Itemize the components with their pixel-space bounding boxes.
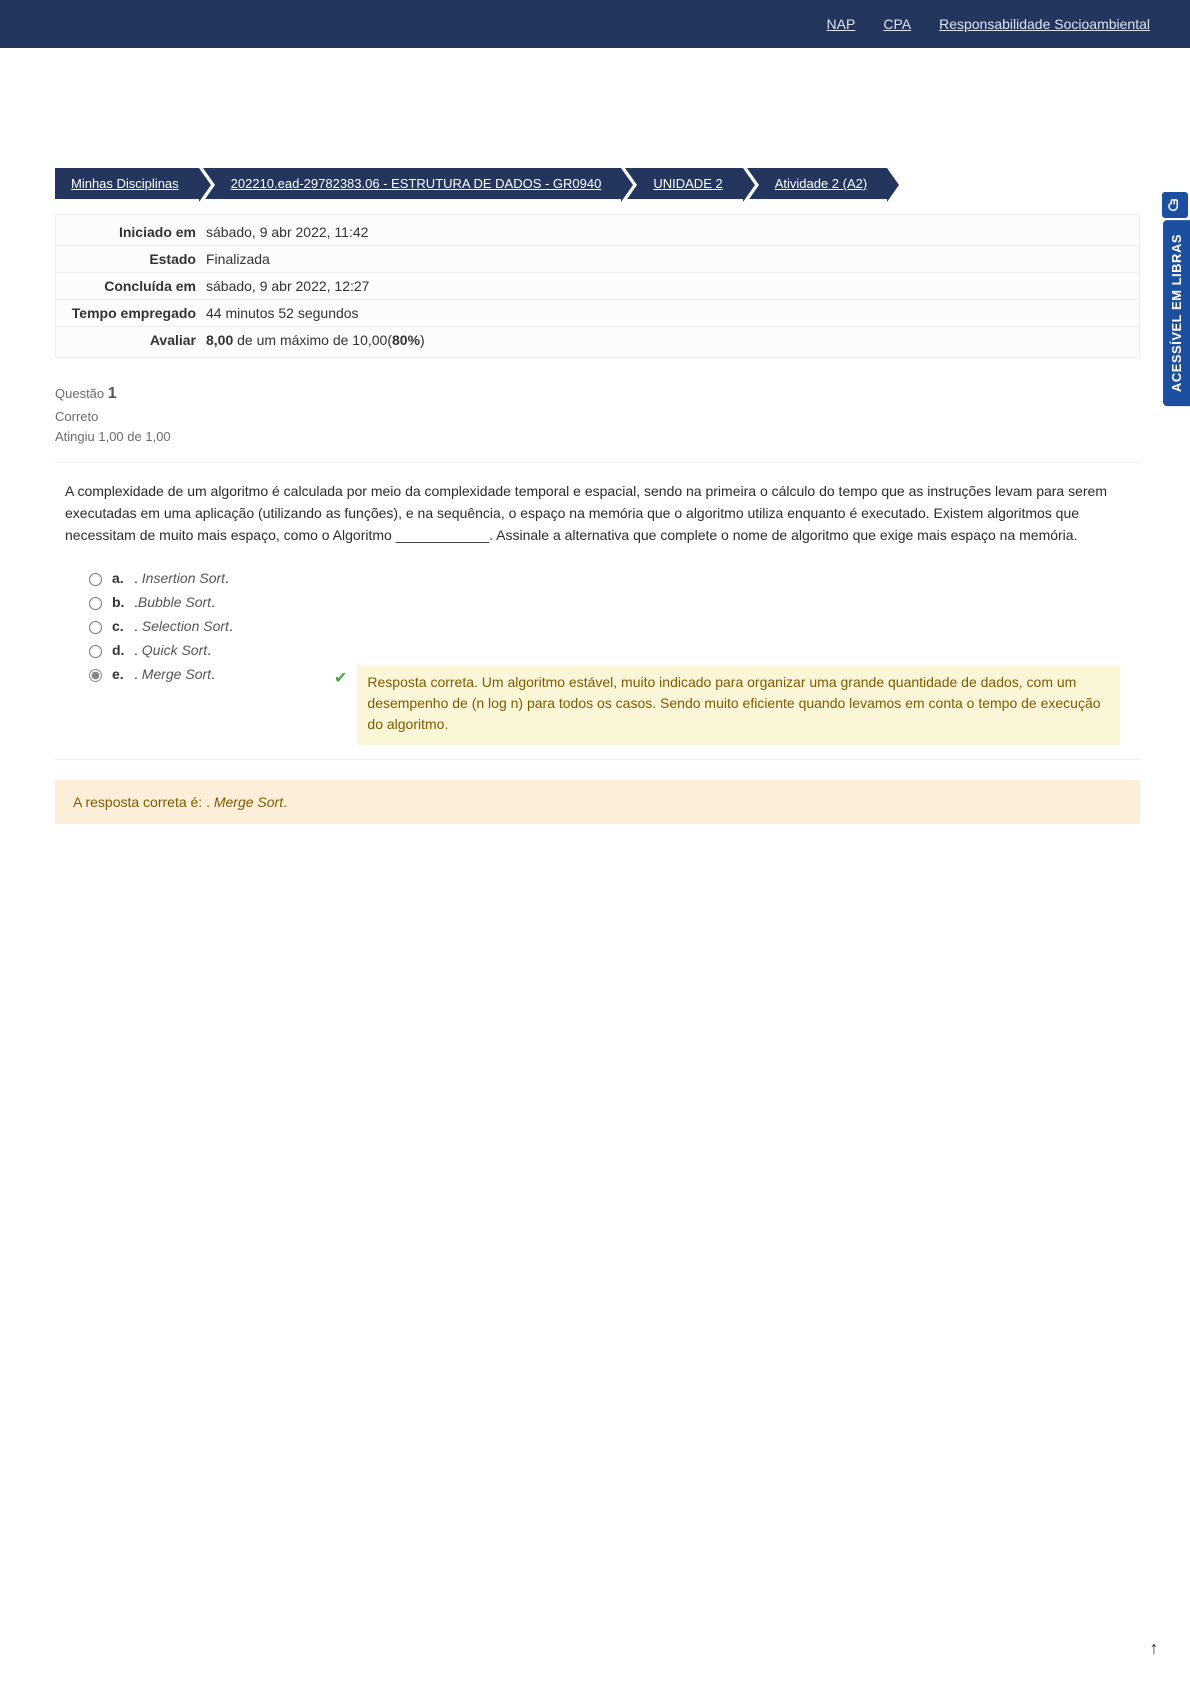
- summary-value: sábado, 9 abr 2022, 11:42: [206, 224, 1129, 240]
- check-icon: ✔: [334, 668, 347, 688]
- answer-feedback: ✔ Resposta correta. Um algoritmo estável…: [334, 666, 1130, 745]
- question-status: Correto: [55, 407, 1140, 428]
- top-nav: NAP CPA Responsabilidade Socioambiental: [0, 0, 1190, 48]
- answer-option-e[interactable]: e. . Merge Sort. ✔ Resposta correta. Um …: [89, 662, 1130, 749]
- breadcrumb-unidade[interactable]: UNIDADE 2: [625, 168, 742, 199]
- header-spacer: [0, 48, 1190, 168]
- answer-option-b[interactable]: b. .Bubble Sort.: [89, 590, 1130, 614]
- summary-grade-value: 8,00 de um máximo de 10,00(80%): [206, 332, 1129, 348]
- grade-end: ): [420, 332, 425, 348]
- answer-radio[interactable]: [89, 597, 102, 610]
- answer-radio[interactable]: [89, 573, 102, 586]
- grade-mid: de um máximo de 10,00(: [233, 332, 392, 348]
- libras-tab[interactable]: ACESSÍVEL EM LIBRAS: [1163, 220, 1190, 406]
- libras-hand-icon[interactable]: [1162, 192, 1188, 218]
- arrow-up-icon: ↑: [1150, 1638, 1159, 1659]
- answer-text: . Insertion Sort.: [134, 570, 229, 586]
- breadcrumb-disciplinas[interactable]: Minhas Disciplinas: [55, 168, 199, 199]
- attempt-summary: Iniciado em sábado, 9 abr 2022, 11:42 Es…: [55, 214, 1140, 358]
- summary-label: Iniciado em: [66, 224, 206, 240]
- answer-letter: a.: [112, 570, 134, 586]
- answer-option-c[interactable]: c. . Selection Sort.: [89, 614, 1130, 638]
- question-text: A complexidade de um algoritmo é calcula…: [65, 481, 1130, 546]
- answer-text: . Merge Sort.: [134, 666, 294, 682]
- grade-pct: 80%: [392, 332, 420, 348]
- summary-row: Tempo empregado 44 minutos 52 segundos: [56, 300, 1139, 327]
- question-number: 1: [108, 385, 117, 402]
- summary-value: Finalizada: [206, 251, 1129, 267]
- question-mark: Atingiu 1,00 de 1,00: [55, 427, 1140, 448]
- answer-letter: e.: [112, 666, 134, 682]
- topnav-link-cpa[interactable]: CPA: [883, 16, 911, 32]
- grade-score: 8,00: [206, 332, 233, 348]
- summary-label: Estado: [66, 251, 206, 267]
- breadcrumb-atividade[interactable]: Atividade 2 (A2): [747, 168, 888, 199]
- answer-text: .Bubble Sort.: [134, 594, 215, 610]
- answer-option-d[interactable]: d. . Quick Sort.: [89, 638, 1130, 662]
- summary-value: 44 minutos 52 segundos: [206, 305, 1129, 321]
- summary-row: Concluída em sábado, 9 abr 2022, 12:27: [56, 273, 1139, 300]
- summary-value: sábado, 9 abr 2022, 12:27: [206, 278, 1129, 294]
- answer-letter: b.: [112, 594, 134, 610]
- correct-italic: Merge Sort: [214, 794, 283, 810]
- summary-row: Iniciado em sábado, 9 abr 2022, 11:42: [56, 219, 1139, 246]
- page-content: Minhas Disciplinas 202210.ead-29782383.0…: [0, 168, 1190, 864]
- feedback-text: Resposta correta. Um algoritmo estável, …: [357, 666, 1120, 745]
- topnav-link-nap[interactable]: NAP: [827, 16, 856, 32]
- answers-list: a. . Insertion Sort. b. .Bubble Sort. c.…: [65, 566, 1130, 749]
- answer-radio[interactable]: [89, 645, 102, 658]
- answer-letter: c.: [112, 618, 134, 634]
- question-meta: Questão 1 Correto Atingiu 1,00 de 1,00: [55, 373, 1140, 462]
- summary-row-grade: Avaliar 8,00 de um máximo de 10,00(80%): [56, 327, 1139, 353]
- correct-suffix: .: [283, 794, 287, 810]
- correct-answer-box: A resposta correta é: . Merge Sort.: [55, 780, 1140, 824]
- summary-label: Avaliar: [66, 332, 206, 348]
- question-number-line: Questão 1: [55, 381, 1140, 407]
- scroll-to-top-button[interactable]: ↑: [1140, 1634, 1168, 1662]
- answer-option-a[interactable]: a. . Insertion Sort.: [89, 566, 1130, 590]
- summary-label: Tempo empregado: [66, 305, 206, 321]
- breadcrumb-course[interactable]: 202210.ead-29782383.06 - ESTRUTURA DE DA…: [203, 168, 622, 199]
- correct-prefix: A resposta correta é: .: [73, 794, 214, 810]
- question-number-prefix: Questão: [55, 386, 108, 401]
- answer-text: . Selection Sort.: [134, 618, 233, 634]
- answer-text: . Quick Sort.: [134, 642, 211, 658]
- topnav-link-responsabilidade[interactable]: Responsabilidade Socioambiental: [939, 16, 1150, 32]
- summary-row: Estado Finalizada: [56, 246, 1139, 273]
- answer-radio[interactable]: [89, 621, 102, 634]
- answer-letter: d.: [112, 642, 134, 658]
- answer-radio[interactable]: [89, 669, 102, 682]
- question-body: A complexidade de um algoritmo é calcula…: [55, 462, 1140, 760]
- summary-label: Concluída em: [66, 278, 206, 294]
- breadcrumb: Minhas Disciplinas 202210.ead-29782383.0…: [55, 168, 1140, 199]
